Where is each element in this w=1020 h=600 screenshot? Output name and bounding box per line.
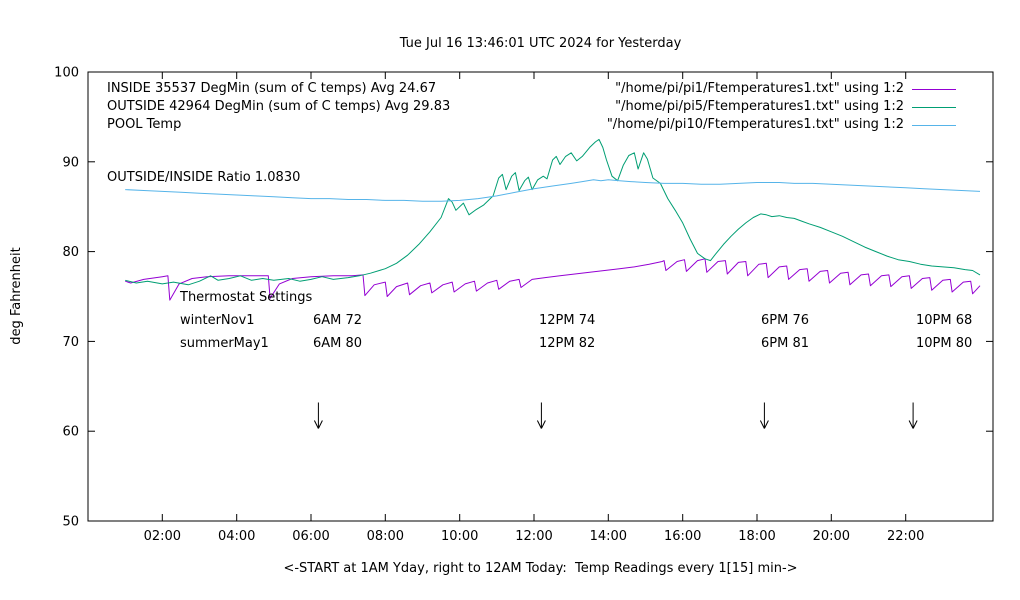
y-axis-label: deg Fahrenheit [9, 247, 24, 345]
x-tick-label: 12:00 [515, 529, 552, 544]
y-tick-label: 90 [62, 155, 79, 170]
series-outside-line [125, 138, 981, 286]
thermostat-summer-6pm: 6PM 81 [761, 336, 810, 351]
x-tick-label: 10:00 [441, 529, 478, 544]
thermostat-heading: Thermostat Settings [180, 290, 313, 305]
thermostat-winter-6am: 6AM 72 [313, 313, 363, 328]
y-tick-label: 60 [62, 425, 79, 440]
x-tick-label: 18:00 [738, 529, 775, 544]
outside-inside-ratio-label: OUTSIDE/INSIDE Ratio 1.0830 [107, 170, 301, 185]
thermostat-summer-6am: 6AM 80 [313, 336, 363, 351]
thermostat-winter-name: winterNov1 [180, 313, 255, 328]
x-tick-label: 02:00 [144, 529, 181, 544]
chart-title: Tue Jul 16 13:46:01 UTC 2024 for Yesterd… [399, 36, 682, 51]
thermostat-summer-name: summerMay1 [180, 336, 269, 351]
series-inside-line [125, 258, 981, 301]
legend-outside-stats: OUTSIDE 42964 DegMin (sum of C temps) Av… [107, 99, 451, 114]
thermostat-change-arrow [536, 402, 546, 429]
x-tick-label: 16:00 [664, 529, 701, 544]
thermostat-change-arrow [908, 402, 918, 429]
x-tick-label: 06:00 [292, 529, 329, 544]
legend-pool-file: "/home/pi/pi10/Ftemperatures1.txt" using… [606, 117, 904, 132]
plot-border [87, 71, 994, 522]
y-tick-label: 50 [62, 515, 79, 530]
y-tick-label: 100 [54, 66, 79, 81]
thermostat-change-arrow [313, 402, 323, 429]
legend-inside-stats: INSIDE 35537 DegMin (sum of C temps) Avg… [107, 81, 437, 96]
series-pool-line [125, 179, 981, 202]
thermostat-change-arrow [759, 402, 769, 429]
x-axis-label: <-START at 1AM Yday, right to 12AM Today… [283, 561, 798, 576]
thermostat-winter-6pm: 6PM 76 [761, 313, 810, 328]
x-tick-label: 04:00 [218, 529, 255, 544]
y-tick-label: 70 [62, 335, 79, 350]
x-tick-label: 20:00 [813, 529, 850, 544]
x-tick-label: 14:00 [590, 529, 627, 544]
x-tick-label: 08:00 [367, 529, 404, 544]
y-tick-label: 80 [62, 245, 79, 260]
legend-outside-file: "/home/pi/pi5/Ftemperatures1.txt" using … [615, 99, 904, 114]
x-tick-label: 22:00 [887, 529, 924, 544]
thermostat-summer-10pm: 10PM 80 [916, 336, 973, 351]
legend-pool-stats: POOL Temp [107, 117, 182, 132]
legend-inside-file: "/home/pi/pi1/Ftemperatures1.txt" using … [615, 81, 904, 96]
thermostat-winter-10pm: 10PM 68 [916, 313, 973, 328]
thermostat-summer-12pm: 12PM 82 [539, 336, 596, 351]
thermostat-winter-12pm: 12PM 74 [539, 313, 596, 328]
